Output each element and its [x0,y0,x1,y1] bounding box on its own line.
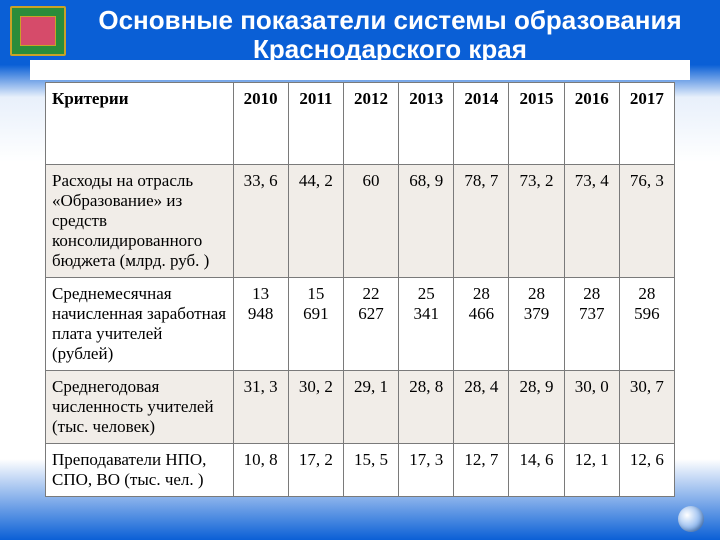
header-year-2: 2012 [343,83,398,165]
row2-label: Среднегодовая численность учителей (тыс.… [46,371,234,444]
row2-v6: 30, 0 [564,371,619,444]
header-year-7: 2017 [619,83,674,165]
title-line-1: Основные показатели системы образования [98,5,681,35]
row2-v2: 29, 1 [343,371,398,444]
row3-v3: 17, 3 [399,444,454,497]
row0-v4: 78, 7 [454,165,509,278]
table-row: Среднемесячная начисленная заработная пл… [46,278,675,371]
row1-v3: 25 341 [399,278,454,371]
row1-v2: 22 627 [343,278,398,371]
row0-v0: 33, 6 [233,165,288,278]
row0-v6: 73, 4 [564,165,619,278]
header-year-0: 2010 [233,83,288,165]
region-crest [10,6,66,56]
row1-v7: 28 596 [619,278,674,371]
header-year-4: 2014 [454,83,509,165]
row2-v7: 30, 7 [619,371,674,444]
row3-v0: 10, 8 [233,444,288,497]
header-year-6: 2016 [564,83,619,165]
row0-v2: 60 [343,165,398,278]
row2-v5: 28, 9 [509,371,564,444]
table-row: Преподаватели НПО, СПО, ВО (тыс. чел. ) … [46,444,675,497]
row1-v4: 28 466 [454,278,509,371]
row0-v5: 73, 2 [509,165,564,278]
row3-v2: 15, 5 [343,444,398,497]
crest-inner [20,16,56,46]
row2-v4: 28, 4 [454,371,509,444]
row0-label: Расходы на отрасль «Образование» из сред… [46,165,234,278]
header-year-5: 2015 [509,83,564,165]
table-header-row: Критерии 2010 2011 2012 2013 2014 2015 2… [46,83,675,165]
table-row: Среднегодовая численность учителей (тыс.… [46,371,675,444]
row2-v0: 31, 3 [233,371,288,444]
globe-logo-icon [678,506,704,532]
row3-v4: 12, 7 [454,444,509,497]
title-overlay-bar [30,60,690,80]
row3-v7: 12, 6 [619,444,674,497]
header-year-1: 2011 [288,83,343,165]
row2-v1: 30, 2 [288,371,343,444]
row1-v6: 28 737 [564,278,619,371]
row1-label: Среднемесячная начисленная заработная пл… [46,278,234,371]
indicators-table-wrap: Критерии 2010 2011 2012 2013 2014 2015 2… [45,82,675,497]
row0-v7: 76, 3 [619,165,674,278]
row1-v5: 28 379 [509,278,564,371]
row3-v6: 12, 1 [564,444,619,497]
indicators-table: Критерии 2010 2011 2012 2013 2014 2015 2… [45,82,675,497]
slide: Основные показатели системы образования … [0,0,720,540]
row0-v3: 68, 9 [399,165,454,278]
table-row: Расходы на отрасль «Образование» из сред… [46,165,675,278]
row3-v5: 14, 6 [509,444,564,497]
row3-v1: 17, 2 [288,444,343,497]
header-criteria: Критерии [46,83,234,165]
slide-title: Основные показатели системы образования … [80,6,700,63]
row2-v3: 28, 8 [399,371,454,444]
header-year-3: 2013 [399,83,454,165]
row3-label: Преподаватели НПО, СПО, ВО (тыс. чел. ) [46,444,234,497]
row1-v1: 15 691 [288,278,343,371]
row0-v1: 44, 2 [288,165,343,278]
row1-v0: 13 948 [233,278,288,371]
